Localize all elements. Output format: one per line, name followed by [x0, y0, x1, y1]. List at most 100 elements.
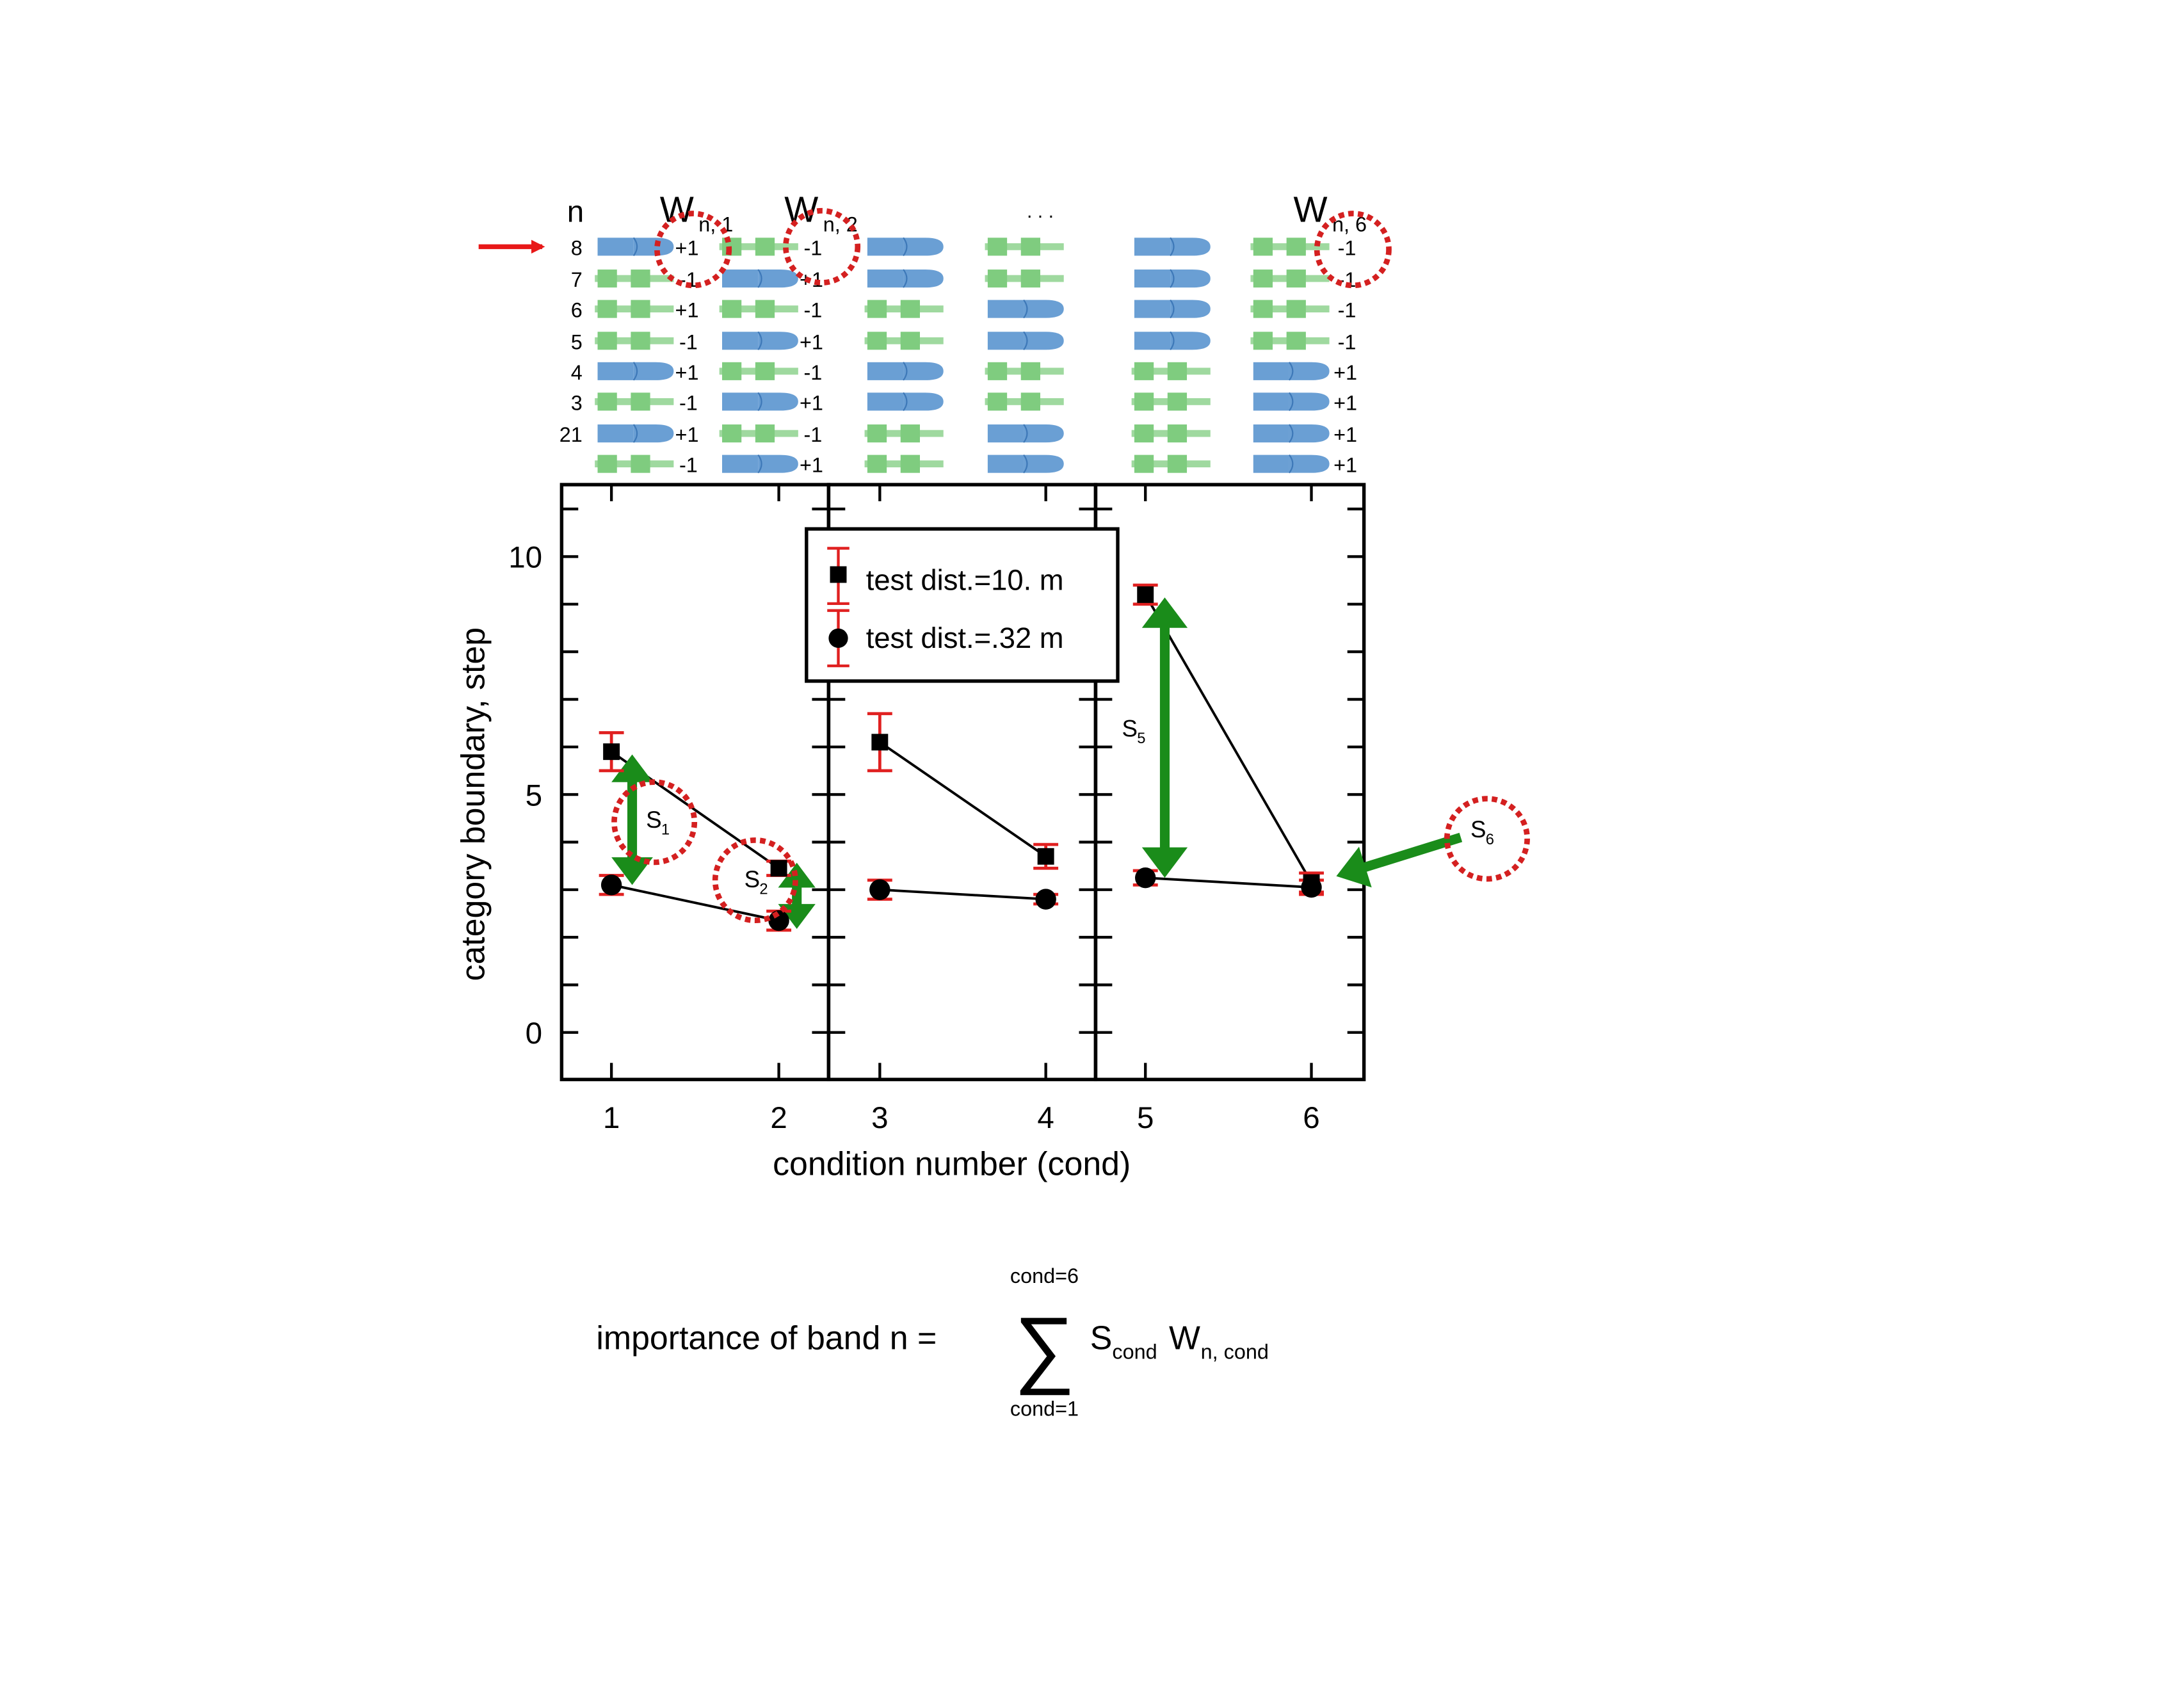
svg-text:W: W — [1293, 189, 1327, 229]
band-green-block — [1286, 238, 1306, 256]
band-green-block — [631, 270, 650, 288]
ellipsis: . . . — [1027, 201, 1054, 222]
band-blue-seg — [1253, 455, 1289, 473]
band-green-block — [1134, 392, 1154, 411]
band-green — [595, 300, 674, 318]
band-blue-tip — [1024, 424, 1064, 443]
band-green-block — [721, 362, 742, 380]
x-tick-label: 5 — [1137, 1101, 1154, 1135]
band-green-block — [900, 424, 920, 443]
row-label: 21 — [560, 423, 583, 446]
band-green — [595, 392, 674, 411]
band-green — [864, 455, 944, 473]
band-blue-divider — [1289, 454, 1294, 474]
weight-label: -1 — [1338, 330, 1357, 353]
weight-label: -1 — [1338, 268, 1357, 291]
band-green — [1131, 455, 1211, 473]
band-blue-tip — [1024, 300, 1064, 318]
band-green-block — [867, 300, 887, 318]
band-blue — [1134, 237, 1211, 257]
band-blue-seg — [721, 392, 759, 411]
band-blue-seg — [721, 270, 759, 288]
band-green-block — [987, 362, 1008, 380]
band-green-block — [1167, 424, 1188, 443]
weight-label: +1 — [1333, 391, 1357, 414]
band-blue-seg — [1134, 238, 1171, 256]
s1-highlight-circle — [611, 779, 698, 866]
band-blue-divider — [903, 362, 908, 381]
band-green-block — [1134, 455, 1154, 473]
band-green-block — [867, 332, 887, 350]
band-green-block — [597, 455, 617, 473]
band-green — [1131, 424, 1211, 443]
band-blue-divider — [1289, 424, 1294, 443]
band-green-block — [1134, 362, 1154, 380]
band-blue-seg — [1134, 270, 1171, 288]
data-point-circle — [1035, 889, 1056, 910]
band-blue-tip — [903, 362, 944, 380]
band-blue-seg — [987, 332, 1024, 350]
band-green — [719, 362, 798, 380]
band-blue-seg — [867, 362, 904, 380]
highlight-circle-w6 — [1314, 211, 1392, 289]
data-point-circle — [1301, 876, 1322, 898]
band-blue-divider — [1023, 299, 1028, 319]
band-blue-seg — [987, 300, 1024, 318]
weight-label: -1 — [679, 391, 698, 414]
y-axis: 0 5 10 — [508, 541, 542, 1051]
y-tick-label: 0 — [526, 1017, 542, 1051]
green-arrow-shaft — [1358, 832, 1463, 874]
formula-lower-limit: cond=1 — [1010, 1397, 1079, 1420]
band-green-block — [721, 424, 742, 443]
band-green-block — [1134, 424, 1154, 443]
band-green-block — [900, 332, 920, 350]
band-blue-tip — [903, 270, 944, 288]
weight-label: +1 — [675, 236, 699, 259]
panel-1-frame — [560, 483, 831, 1081]
green-single-arrow — [1336, 832, 1463, 888]
band-blue-seg — [867, 270, 904, 288]
x-tick-label: 1 — [603, 1101, 620, 1135]
y-tick-label: 10 — [508, 541, 542, 575]
band-green-block — [987, 392, 1008, 411]
chart: 0 5 10 1 2 3 4 5 6 category boundary, step cond… — [454, 483, 1530, 1182]
band-blue-tip — [633, 424, 674, 443]
band-green-block — [1020, 270, 1040, 288]
panels — [560, 483, 1366, 1081]
band-blue-seg — [721, 455, 759, 473]
s6-subscript: 6 — [1486, 831, 1494, 848]
x-tick-label: 4 — [1037, 1101, 1054, 1135]
band-blue-divider — [1023, 454, 1028, 474]
weight-label: -1 — [803, 361, 822, 384]
band-blue — [1134, 299, 1211, 319]
band-green — [864, 300, 944, 318]
band-blue-seg — [597, 424, 634, 443]
band-green-block — [597, 270, 617, 288]
band-blue-tip — [1170, 300, 1211, 318]
legend: test dist.=10. m test dist.=.32 m — [805, 527, 1120, 683]
band-blue — [987, 331, 1064, 351]
band-green-block — [597, 300, 617, 318]
weight-label: +1 — [675, 361, 699, 384]
band-blue-seg — [867, 238, 904, 256]
weight-label: -1 — [1338, 236, 1357, 259]
s2-label: S — [745, 866, 761, 892]
weight-label: -1 — [803, 299, 822, 322]
band-blue-tip — [903, 392, 944, 411]
x-tick-label: 2 — [770, 1101, 787, 1135]
band-green-block — [631, 392, 650, 411]
n-label: n — [567, 195, 584, 229]
band-blue-tip — [1289, 424, 1330, 443]
weight-label: +1 — [800, 391, 823, 414]
formula-term-w-sub: n, cond — [1201, 1341, 1269, 1364]
row-label: 6 — [571, 299, 583, 322]
band-green-block — [1020, 362, 1040, 380]
band-green — [1250, 332, 1330, 350]
band-blue — [721, 392, 798, 412]
weight-label: +1 — [1333, 454, 1357, 477]
band-blue-tip — [758, 392, 798, 411]
panel-3-frame — [1093, 483, 1366, 1081]
data-point-square — [871, 734, 889, 751]
band-blue-divider — [1170, 299, 1175, 319]
